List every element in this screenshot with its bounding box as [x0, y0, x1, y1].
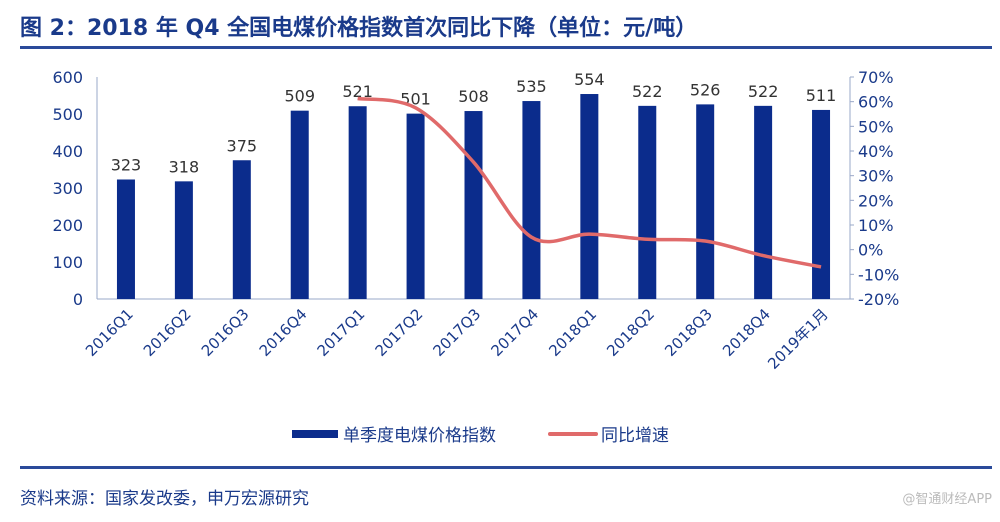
right-tick-label: 40% — [858, 142, 894, 161]
right-tick-label: 70% — [858, 68, 894, 87]
bar-data-label: 522 — [632, 82, 663, 101]
right-tick-label: 60% — [858, 93, 894, 112]
legend-bar-swatch — [292, 430, 338, 438]
bar — [290, 110, 309, 299]
x-tick-label: 2019年1月 — [764, 305, 832, 373]
right-tick-label: 30% — [858, 167, 894, 186]
bar-data-label: 501 — [400, 90, 431, 109]
x-tick-label: 2018Q1 — [545, 305, 600, 360]
x-tick-label: 2016Q3 — [198, 305, 253, 360]
bar — [638, 105, 657, 299]
left-tick-label: 400 — [52, 142, 83, 161]
left-tick-label: 600 — [52, 68, 83, 87]
bar-data-label: 375 — [227, 136, 258, 155]
title-rule — [20, 46, 992, 49]
watermark: @智通财经APP — [902, 492, 992, 507]
right-tick-label: -20% — [858, 290, 899, 309]
left-tick-label: 0 — [73, 290, 83, 309]
left-tick-label: 500 — [52, 105, 83, 124]
x-tick-label: 2018Q4 — [719, 305, 774, 360]
x-tick-label: 2017Q4 — [487, 305, 542, 360]
bar-data-label: 509 — [284, 87, 315, 106]
x-tick-label: 2017Q2 — [372, 305, 427, 360]
bar — [812, 109, 831, 300]
left-tick-label: 100 — [52, 253, 83, 272]
source-note: 资料来源：国家发改委，申万宏源研究 — [20, 489, 309, 509]
figure-title: 图 2：2018 年 Q4 全国电煤价格指数首次同比下降（单位：元/吨） — [20, 16, 698, 41]
x-tick-label: 2018Q2 — [603, 305, 658, 360]
legend-bar-label: 单季度电煤价格指数 — [343, 426, 496, 446]
x-tick-label: 2016Q4 — [256, 305, 311, 360]
bar — [580, 94, 599, 300]
source-rule — [20, 466, 992, 469]
bar — [116, 179, 135, 299]
bar — [406, 113, 425, 299]
right-tick-label: 20% — [858, 191, 894, 210]
right-tick-label: 10% — [858, 216, 894, 235]
bar-data-label: 535 — [516, 77, 547, 96]
bar — [522, 101, 541, 299]
bar — [464, 111, 483, 299]
bar — [348, 106, 367, 299]
x-tick-label: 2018Q3 — [661, 305, 716, 360]
bar-data-label: 554 — [574, 70, 605, 89]
legend-line-label: 同比增速 — [601, 426, 669, 446]
x-tick-label: 2017Q3 — [430, 305, 485, 360]
left-tick-label: 200 — [52, 216, 83, 235]
bar-data-label: 318 — [169, 157, 200, 176]
bar-data-label: 511 — [806, 86, 837, 105]
bar-data-label: 508 — [458, 87, 489, 106]
right-tick-label: -10% — [858, 265, 899, 284]
bar — [754, 105, 773, 299]
bar — [696, 104, 715, 299]
bar-data-label: 522 — [748, 82, 779, 101]
bar-data-label: 521 — [342, 82, 373, 101]
growth-line — [357, 96, 822, 269]
bar — [174, 181, 193, 299]
bar-data-label: 323 — [111, 155, 142, 174]
x-tick-label: 2017Q1 — [314, 305, 369, 360]
right-tick-label: 0% — [858, 241, 883, 260]
bar — [232, 160, 251, 299]
right-tick-label: 50% — [858, 117, 894, 136]
x-tick-label: 2016Q1 — [82, 305, 137, 360]
bar-data-label: 526 — [690, 80, 721, 99]
left-tick-label: 300 — [52, 179, 83, 198]
x-tick-label: 2016Q2 — [140, 305, 195, 360]
